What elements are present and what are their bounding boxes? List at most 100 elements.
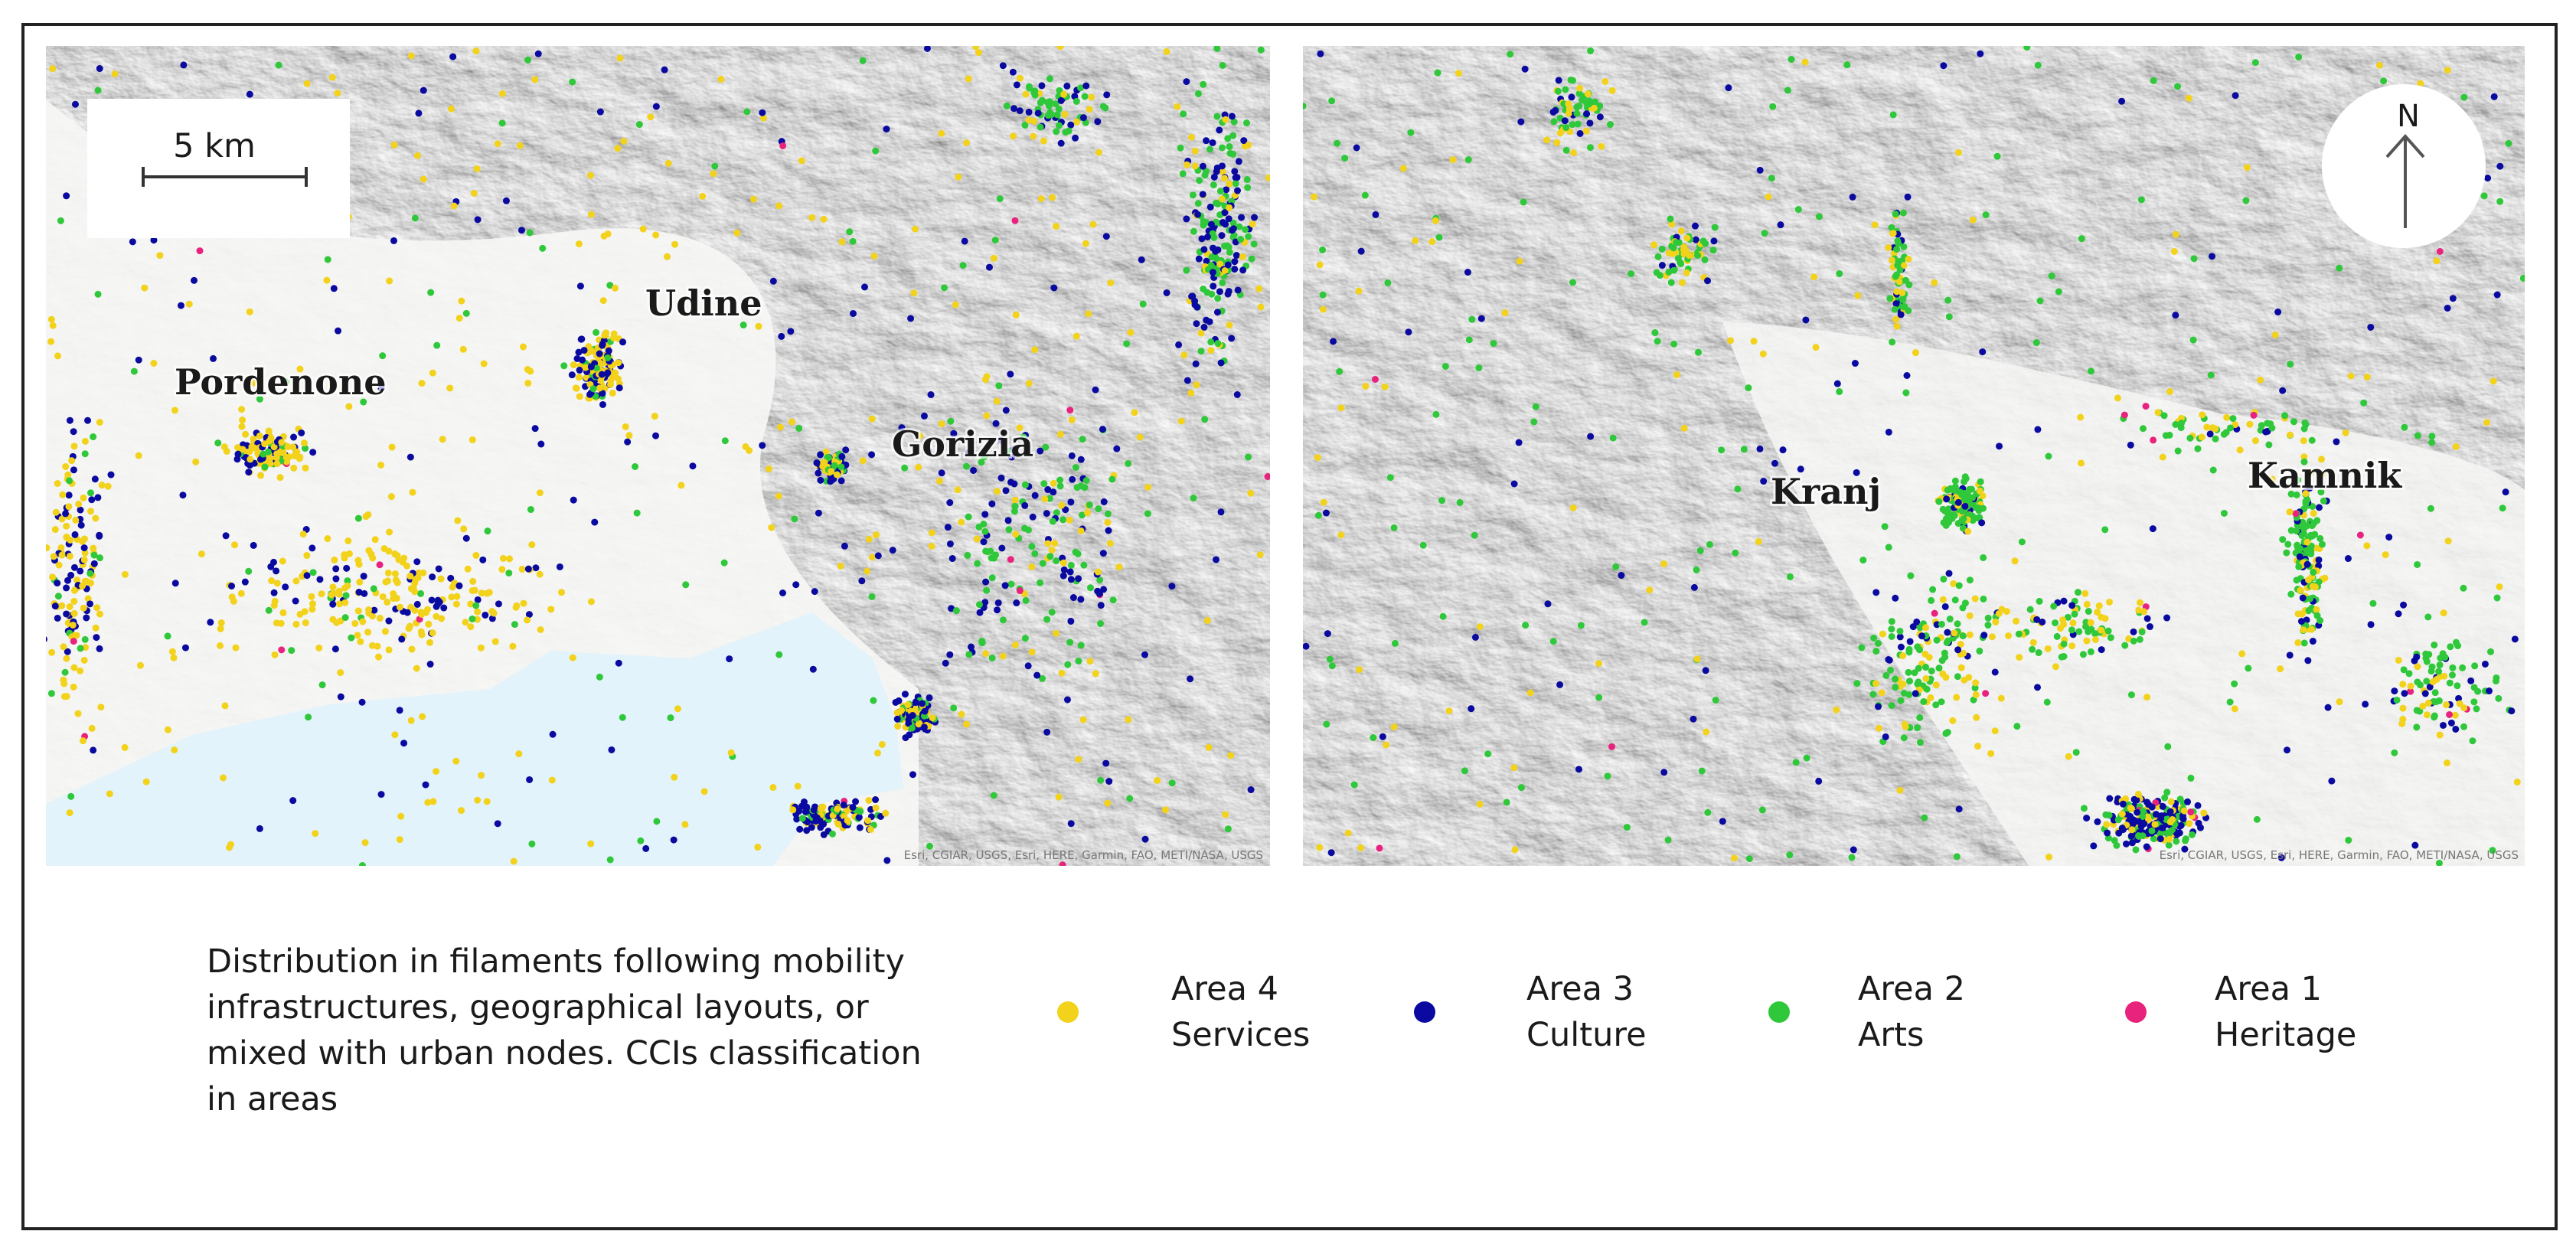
poi-dot (1001, 582, 1009, 589)
poi-dot (1218, 144, 1226, 152)
poi-dot (1320, 498, 1327, 506)
poi-dot (606, 282, 614, 289)
poi-dot (1020, 524, 1028, 532)
poi-dot (2143, 813, 2151, 821)
poi-dot (1869, 691, 1877, 698)
poi-dot (2336, 698, 2343, 706)
poi-dot (1976, 647, 1983, 655)
poi-dot (469, 577, 477, 585)
poi-dot (1210, 233, 1218, 241)
poi-dot (909, 771, 916, 779)
poi-dot (2079, 651, 2087, 658)
poi-dot (171, 580, 179, 587)
poi-dot (1646, 586, 1654, 594)
poi-dot (2026, 606, 2034, 613)
poi-dot (250, 379, 257, 387)
poi-dot (1086, 658, 1094, 665)
poi-dot (1016, 107, 1024, 115)
poi-dot (1082, 477, 1090, 485)
poi-dot (1896, 627, 1904, 635)
poi-dot (329, 616, 337, 623)
poi-dot (754, 844, 762, 851)
poi-dot (1553, 139, 1561, 146)
poi-dot (2166, 808, 2174, 815)
poi-dot (2393, 696, 2401, 704)
poi-dot (1897, 311, 1905, 318)
poi-dot (1177, 417, 1185, 425)
poi-dot (474, 216, 482, 224)
poi-dot (524, 380, 532, 387)
poi-dot (2151, 821, 2159, 828)
poi-dot (142, 778, 150, 785)
poi-dot (2315, 578, 2323, 586)
poi-dot (1113, 445, 1121, 452)
poi-dot (358, 698, 366, 706)
poi-dot (1139, 300, 1147, 308)
poi-dot (1694, 252, 1702, 260)
poi-dot (355, 588, 363, 596)
poi-dot (609, 389, 616, 397)
poi-dot (1938, 657, 1946, 665)
poi-dot (1468, 705, 1475, 713)
poi-dot (837, 562, 844, 570)
poi-dot (2274, 309, 2282, 316)
poi-dot (1327, 849, 1335, 857)
poi-dot (177, 302, 184, 309)
poi-dot (1226, 322, 1233, 329)
poi-dot (433, 768, 440, 776)
poi-dot (1020, 433, 1027, 441)
poi-dot (1562, 124, 1570, 132)
poi-dot (842, 446, 850, 454)
poi-dot (1067, 617, 1075, 625)
poi-dot (1012, 311, 1020, 318)
poi-dot (1595, 694, 1603, 701)
poi-dot (341, 599, 349, 606)
poi-dot (1471, 633, 1479, 641)
poi-dot (1191, 147, 1199, 155)
poi-dot (775, 492, 782, 500)
poi-dot (1608, 743, 1616, 750)
poi-dot (2423, 711, 2431, 719)
poi-dot (2048, 273, 2055, 280)
poi-dot (1658, 262, 1666, 269)
poi-dot (2172, 420, 2179, 428)
poi-dot (433, 603, 440, 610)
poi-dot (942, 659, 949, 667)
poi-dot (1888, 702, 1895, 710)
poi-dot (612, 369, 619, 377)
poi-dot (386, 528, 393, 536)
poi-layer (1303, 46, 2525, 866)
poi-dot (1163, 289, 1170, 296)
poi-dot (2156, 835, 2164, 843)
poi-dot (1940, 519, 1948, 527)
poi-dot (477, 644, 485, 651)
poi-dot (1226, 149, 1234, 157)
poi-dot (97, 704, 105, 711)
poi-dot (63, 584, 70, 592)
poi-dot (600, 232, 608, 240)
poi-dot (1569, 149, 1577, 157)
poi-dot (2333, 438, 2340, 446)
poi-dot (1063, 696, 1071, 704)
poi-dot (1944, 486, 1951, 494)
poi-dot (1905, 256, 1912, 263)
poi-dot (238, 406, 246, 413)
poi-dot (318, 681, 326, 689)
poi-dot (1909, 623, 1917, 631)
poi-dot (391, 550, 399, 558)
poi-dot (2150, 835, 2157, 843)
poi-dot (2181, 845, 2189, 853)
poi-dot (426, 661, 434, 668)
poi-dot (1053, 509, 1060, 517)
poi-dot (2104, 829, 2111, 837)
poi-dot (2467, 677, 2475, 684)
poi-dot (1709, 247, 1717, 254)
poi-dot (1889, 338, 1896, 346)
poi-dot (1221, 175, 1229, 182)
poi-dot (1200, 323, 1208, 331)
poi-dot (1906, 638, 1914, 645)
poi-dot (2091, 636, 2099, 644)
poi-dot (841, 542, 848, 550)
poi-dot (374, 642, 381, 650)
poi-dot (1815, 777, 1823, 785)
